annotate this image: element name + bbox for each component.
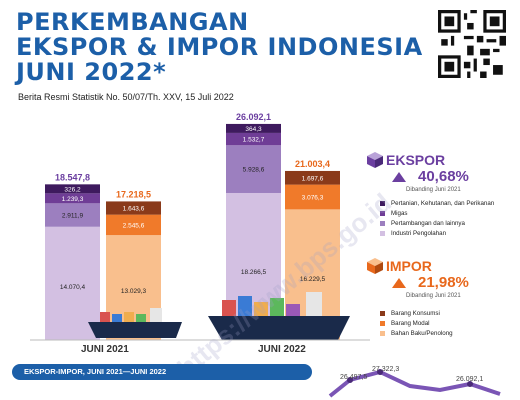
ekspor-legend: Pertanian, Kehutanan, dan Perikanan Miga…	[380, 198, 494, 238]
ekspor-value-label: 14.070,4	[60, 284, 86, 291]
impor-value-label: 13.029,3	[121, 288, 147, 295]
ekspor-bar-segment	[226, 132, 281, 146]
ekspor-value-label: 18.266,5	[241, 269, 267, 276]
qr-code-icon[interactable]	[438, 10, 506, 78]
ekspor-total-label: 18.547,8	[55, 172, 90, 182]
ekspor-value-label: 326,2	[64, 186, 81, 193]
impor-growth-value: 21,98%	[418, 274, 469, 291]
legend-item: Pertambangan dan lainnya	[380, 218, 494, 228]
legend-item: Industri Pengolahan	[380, 228, 494, 238]
ekspor-growth-value: 40,68%	[418, 168, 469, 185]
ekspor-bar-segment	[226, 145, 281, 193]
arrow-up-icon	[392, 172, 406, 182]
trend-label-1: 26.497,5	[340, 374, 368, 381]
arrow-up-icon	[392, 278, 406, 288]
legend-item: Bahan Baku/Penolong	[380, 328, 453, 338]
ekspor-bar-segment	[45, 203, 100, 227]
impor-total-label: 17.218,5	[116, 189, 151, 199]
title-line-3: JUNI 2022*	[16, 58, 167, 86]
ekspor-value-label: 2.911,9	[62, 213, 84, 220]
impor-cube-icon	[367, 258, 383, 274]
ekspor-bar-segment	[226, 123, 281, 133]
category-label-juni-2022: JUNI 2022	[258, 344, 306, 355]
ekspor-value-label: 1.532,7	[243, 137, 265, 144]
ekspor-cube-icon	[367, 152, 383, 168]
ekspor-value-label: 1.239,3	[62, 196, 84, 203]
trend-line-preview	[328, 369, 501, 398]
ekspor-value-label: 5.928,6	[243, 167, 265, 174]
impor-value-label: 16.229,5	[300, 276, 326, 283]
ekspor-bar-segment	[45, 193, 100, 204]
impor-bar-segment	[106, 201, 161, 215]
cargo-ship-icon-large	[208, 292, 350, 340]
impor-total-label: 21.003,4	[295, 159, 330, 169]
impor-growth-note: Dibanding Juni 2021	[406, 293, 461, 299]
impor-bar-segment	[106, 214, 161, 236]
ekspor-bar-segment	[45, 184, 100, 194]
ekspor-value-label: 364,3	[245, 126, 262, 133]
legend-item: Pertanian, Kehutanan, dan Perikanan	[380, 198, 494, 208]
title-line-2: EKSPOR & IMPOR INDONESIA	[16, 33, 423, 61]
trend-label-2: 27.322,3	[372, 366, 400, 373]
title-line-1: PERKEMBANGAN	[16, 8, 249, 36]
ekspor-total-label: 26.092,1	[236, 112, 271, 122]
trend-label-3: 26.092,1	[456, 376, 484, 383]
category-label-juni-2021: JUNI 2021	[81, 344, 129, 355]
ekspor-growth-note: Dibanding Juni 2021	[406, 187, 461, 193]
subtitle: Berita Resmi Statistik No. 50/07/Th. XXV…	[18, 92, 234, 102]
impor-label: IMPOR	[386, 258, 432, 274]
impor-bar-segment	[285, 184, 340, 210]
impor-value-label: 1.697,6	[302, 175, 324, 182]
cargo-ship-icon-small	[88, 308, 182, 338]
impor-value-label: 2.545,6	[123, 222, 145, 229]
impor-value-label: 1.643,6	[123, 206, 145, 213]
legend-item: Barang Konsumsi	[380, 308, 453, 318]
impor-bar-segment	[285, 170, 340, 185]
impor-value-label: 3.076,3	[302, 194, 324, 201]
legend-item: Barang Modal	[380, 318, 453, 328]
legend-item: Migas	[380, 208, 494, 218]
section-title-bar: EKSPOR-IMPOR, JUNI 2021—JUNI 2022	[12, 364, 312, 380]
impor-legend: Barang Konsumsi Barang Modal Bahan Baku/…	[380, 308, 453, 338]
ekspor-label: EKSPOR	[386, 152, 446, 168]
page-title: PERKEMBANGAN EKSPOR & IMPOR INDONESIA JU…	[16, 10, 423, 85]
ekspor-bar-segment	[45, 226, 100, 340]
